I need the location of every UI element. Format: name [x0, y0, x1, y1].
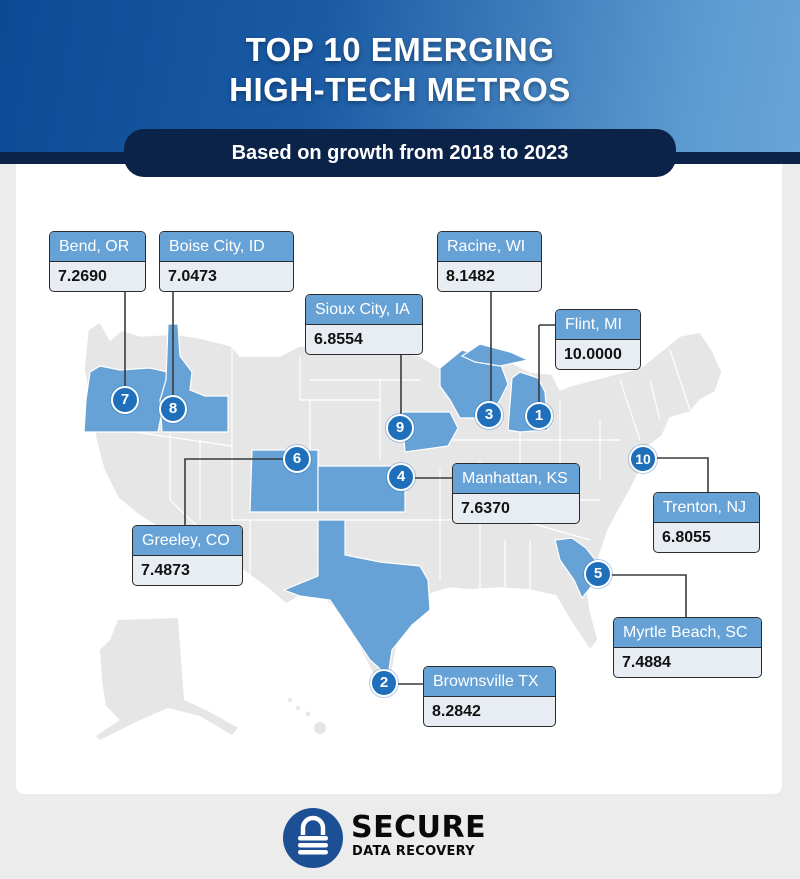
leader-lines: [124, 287, 709, 685]
callout-city: Racine, WI: [438, 232, 541, 262]
callout-city: Sioux City, IA: [306, 295, 422, 325]
state-iowa: [401, 411, 459, 453]
callout-city: Myrtle Beach, SC: [614, 618, 761, 648]
subtitle-pill: Based on growth from 2018 to 2023: [124, 129, 676, 177]
rank-marker-3: 3: [475, 401, 503, 429]
callout-city: Manhattan, KS: [453, 464, 579, 494]
hawaii: [288, 698, 326, 734]
callout-trenton-nj: Trenton, NJ 6.8055: [653, 492, 760, 553]
alaska: [96, 618, 238, 740]
title-line-2: HIGH-TECH METROS: [229, 71, 571, 108]
callout-score: 7.6370: [461, 500, 510, 517]
rank-marker-2: 2: [370, 669, 398, 697]
state-kansas: [317, 465, 406, 513]
rank-marker-4: 4: [387, 463, 415, 491]
title-line-1: TOP 10 EMERGING: [245, 31, 555, 68]
callout-myrtle-beach-sc: Myrtle Beach, SC 7.4884: [613, 617, 762, 678]
rank-marker-9: 9: [386, 414, 414, 442]
callout-score: 6.8554: [314, 331, 363, 348]
callout-score: 7.0473: [168, 268, 217, 285]
callout-bend-or: Bend, OR 7.2690: [49, 231, 146, 292]
callout-score: 7.4884: [622, 654, 671, 671]
callout-boise-city-id: Boise City, ID 7.0473: [159, 231, 294, 292]
rank-marker-8: 8: [159, 395, 187, 423]
callout-greeley-co: Greeley, CO 7.4873: [132, 525, 243, 586]
rank-marker-6: 6: [283, 445, 311, 473]
callout-flint-mi: Flint, MI 10.0000: [555, 309, 641, 370]
callout-city: Brownsville TX: [424, 667, 555, 697]
callout-racine-wi: Racine, WI 8.1482: [437, 231, 542, 292]
callout-city: Trenton, NJ: [654, 493, 759, 523]
callout-score: 7.2690: [58, 268, 107, 285]
callout-city: Boise City, ID: [160, 232, 293, 262]
callout-score: 8.1482: [446, 268, 495, 285]
state-texas: [282, 519, 431, 678]
callout-score: 6.8055: [662, 529, 711, 546]
callout-city: Bend, OR: [50, 232, 145, 262]
callout-score: 8.2842: [432, 703, 481, 720]
callout-city: Flint, MI: [556, 310, 640, 340]
callout-brownsville-tx: Brownsville TX 8.2842: [423, 666, 556, 727]
state-michigan-upper: [460, 343, 530, 367]
rank-marker-10: 10: [629, 445, 657, 473]
brand-name: SECURE: [351, 810, 487, 845]
padlock-icon: [283, 808, 343, 868]
brand-logo: SECURE DATA RECOVERY: [283, 808, 523, 868]
page-title: TOP 10 EMERGING HIGH-TECH METROS: [0, 30, 800, 110]
callout-manhattan-ks: Manhattan, KS 7.6370: [452, 463, 580, 524]
callout-city: Greeley, CO: [133, 526, 242, 556]
brand-tagline: DATA RECOVERY: [352, 844, 475, 859]
rank-marker-1: 1: [525, 402, 553, 430]
callout-score: 7.4873: [141, 562, 190, 579]
rank-marker-7: 7: [111, 386, 139, 414]
callout-score: 10.0000: [564, 346, 622, 363]
callout-sioux-city-ia: Sioux City, IA 6.8554: [305, 294, 423, 355]
rank-marker-5: 5: [584, 560, 612, 588]
